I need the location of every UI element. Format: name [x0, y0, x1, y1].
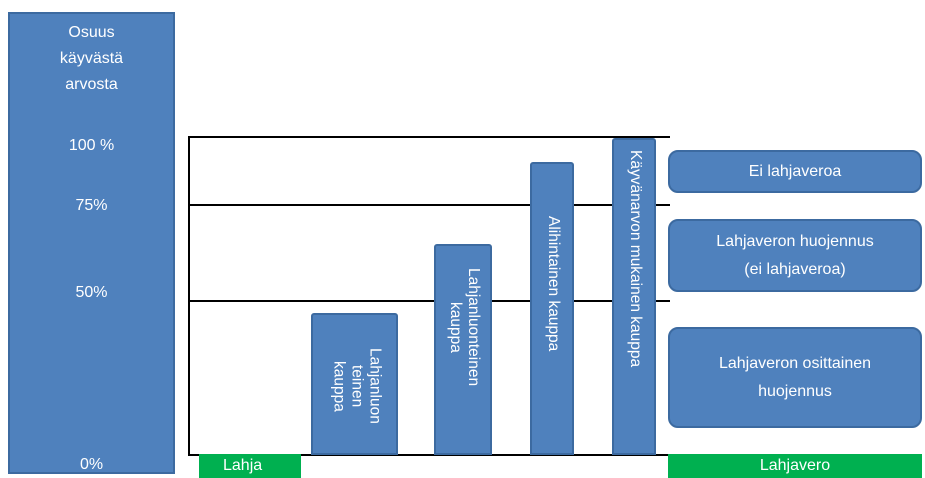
x-axis-line [188, 454, 670, 456]
bar-2-label: Lahjanluonteinen kauppa [447, 268, 482, 387]
lahjaveron-osittainen-huojennus-box: Lahjaveron osittainen huojennus [668, 327, 922, 428]
bar-lahjanluonteinen-kauppa-1: Lahjanluon teinen kauppa [311, 313, 398, 455]
pct-0-label: 0% [79, 456, 104, 473]
pct-100-label: 100 % [68, 137, 115, 154]
bar-1-label: Lahjanluon teinen kauppa [330, 348, 384, 424]
line-100 [188, 136, 670, 138]
pct-75-label: 75% [75, 197, 108, 214]
lahja-label-bar: Lahja [199, 454, 301, 478]
bar-alihintainen-kauppa: Alihintainen kauppa [530, 162, 574, 455]
panel-title: Osuus käyvästä arvosta [59, 24, 124, 93]
bar-kayvanarvon-mukainen-kauppa: Käyvänarvon mukainen kauppa [612, 138, 656, 455]
bar-lahjanluonteinen-kauppa-2: Lahjanluonteinen kauppa [434, 244, 492, 455]
y-axis-line [188, 136, 190, 456]
ei-lahjaveroa-box: Ei lahjaveroa [668, 150, 922, 193]
lahjavero-label-bar: Lahjavero [668, 454, 922, 478]
lahjaveron-huojennus-box: Lahjaveron huojennus (ei lahjaveroa) [668, 219, 922, 292]
pct-50-label: 50% [75, 284, 108, 301]
bar-4-label: Käyvänarvon mukainen kauppa [627, 150, 644, 368]
line-75 [188, 204, 670, 206]
share-of-fair-value-panel: Osuus käyvästä arvosta 100 % 75% 50% 0% [8, 12, 175, 474]
bar-3-label: Alihintainen kauppa [545, 216, 562, 352]
line-50 [188, 300, 670, 302]
